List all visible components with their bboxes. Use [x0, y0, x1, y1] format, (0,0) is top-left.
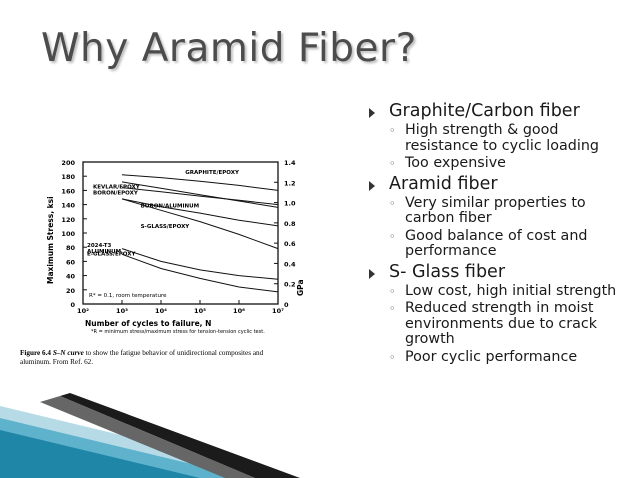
sub-bullet: ◦ High strength & good resistance to cycl…: [367, 122, 635, 154]
y-axis-label: Maximum Stress, ksi: [46, 196, 55, 284]
y-tick-label: 120: [61, 216, 75, 224]
circle-bullet-icon: ◦: [389, 302, 396, 315]
sub-bullet: ◦ Good balance of cost and performance: [367, 227, 635, 260]
y-tick-label: 60: [66, 258, 76, 266]
y2-tick-label: 0.8: [284, 220, 296, 228]
x-tick-label: 10⁴: [155, 307, 167, 315]
x-tick-label: 10²: [77, 307, 89, 315]
deco-band-gray: [40, 396, 255, 478]
r-note: R* = 0.1, room temperature: [89, 293, 167, 299]
sub-bullet: ◦ Reduced strength in moist environments …: [367, 300, 635, 348]
y-tick-label: 140: [61, 202, 75, 210]
arrow-bullet-icon: [369, 268, 375, 279]
series-line: [121, 187, 279, 206]
y-tick-label: 20: [66, 287, 76, 295]
y2-tick-label: 0.6: [284, 240, 296, 248]
bullet-label: Aramid fiber: [389, 173, 498, 194]
circle-bullet-icon: ◦: [389, 124, 396, 137]
series-label: ALUMINUM: [87, 249, 121, 255]
y2-tick-label: 0.4: [284, 260, 296, 268]
y2-tick-label: 1.2: [284, 179, 296, 187]
y2-tick-label: 1.4: [284, 159, 296, 167]
caption-em: S–N curve: [53, 349, 85, 357]
sub-bullet-text: Good balance of cost and performance: [405, 227, 588, 259]
x-axis-label: Number of cycles to failure, N: [85, 319, 211, 328]
sub-bullet-text: Very similar properties to carbon fiber: [405, 194, 586, 226]
caption-text-line2: aluminum. From Ref. 62.: [20, 358, 93, 366]
sub-bullet-text: Too expensive: [405, 155, 506, 171]
y2-tick-label: 0: [284, 301, 289, 309]
deco-band-black: [60, 393, 300, 478]
series-line: [121, 248, 279, 280]
figure-caption: Figure 6.4 S–N curve to show the fatigue…: [20, 349, 264, 366]
caption-text: to show the fatigue behavior of unidirec…: [84, 349, 264, 357]
y-tick-label: 100: [61, 230, 75, 238]
series-label: BORON/ALUMINUM: [141, 203, 199, 209]
arrow-bullet-icon: [369, 108, 375, 118]
deco-band-dark: [0, 430, 200, 478]
y-tick-label: 160: [61, 187, 75, 195]
x-tick-label: 10⁵: [194, 307, 206, 315]
circle-bullet-icon: ◦: [389, 196, 396, 210]
sub-bullet: ◦ Too expensive: [367, 155, 635, 172]
x-tick-label: 10⁶: [233, 307, 245, 315]
sub-bullet-text: Reduced strength in moist environments d…: [405, 300, 598, 347]
sn-curve-figure: 0 20 40 60 80 100 120 140 160 180 200 0 0.2 0.4 0.6 0.8…: [20, 152, 350, 374]
sub-bullet-text: High strength & good resistance to cycli…: [405, 122, 599, 154]
sub-bullet-text: Low cost, high initial strength: [405, 282, 617, 299]
x-tick-label: 10³: [116, 307, 128, 315]
caption-label: Figure 6.4: [20, 349, 53, 357]
y2-tick-label: 1.0: [284, 200, 296, 208]
y2-axis-label: GPa: [296, 279, 305, 296]
series-line: [121, 253, 279, 293]
x-tick-label: 10⁷: [272, 307, 284, 315]
series-label: BORON/EPOXY: [93, 191, 139, 197]
bullet-label: Graphite/Carbon fiber: [389, 101, 580, 121]
bullet-graphite: Graphite/Carbon fiber: [367, 102, 635, 121]
bullet-label: S- Glass fiber: [389, 261, 506, 282]
slide-title: Why Aramid Fiber?: [41, 26, 417, 71]
series-label: E-GLASS/EPOXY: [87, 252, 137, 258]
series-line: [121, 181, 279, 208]
bullet-list: Graphite/Carbon fiber ◦ High strength & g…: [367, 99, 635, 365]
y-tick-label: 0: [70, 301, 75, 309]
circle-bullet-icon: ◦: [389, 350, 396, 364]
series-label: GRAPHITE/EPOXY: [185, 170, 240, 176]
series-line: [121, 198, 279, 250]
bullet-aramid: Aramid fiber: [367, 173, 635, 194]
y-tick-label: 40: [66, 273, 76, 281]
y-tick-label: 80: [66, 244, 76, 252]
y2-tick-label: 0.2: [284, 281, 296, 289]
sn-curve-chart: 0 20 40 60 80 100 120 140 160 180 200 0 0.2 0.4 0.6 0.8…: [20, 159, 305, 366]
y-tick-label: 180: [61, 173, 75, 181]
y-tick-label: 200: [61, 159, 75, 167]
circle-bullet-icon: ◦: [389, 229, 396, 243]
series-line: [121, 198, 279, 227]
bullet-sglass: S- Glass fiber: [367, 261, 635, 282]
circle-bullet-icon: ◦: [389, 284, 396, 298]
sub-bullet-text: Poor cyclic performance: [405, 348, 578, 365]
arrow-bullet-icon: [369, 180, 375, 191]
circle-bullet-icon: ◦: [389, 157, 396, 170]
figure-footnote: *R = minimum stress/maximum stress for t…: [91, 329, 265, 335]
series-label: 2024-T3: [87, 243, 112, 249]
sub-bullet: ◦ Poor cyclic performance: [367, 348, 635, 366]
sub-bullet: ◦ Low cost, high initial strength: [367, 282, 635, 300]
series-label: S-GLASS/EPOXY: [141, 224, 191, 230]
sub-bullet: ◦ Very similar properties to carbon fiber: [367, 194, 635, 227]
series-line: [121, 174, 279, 191]
series-label: KEVLAR/EPOXY: [93, 184, 141, 190]
